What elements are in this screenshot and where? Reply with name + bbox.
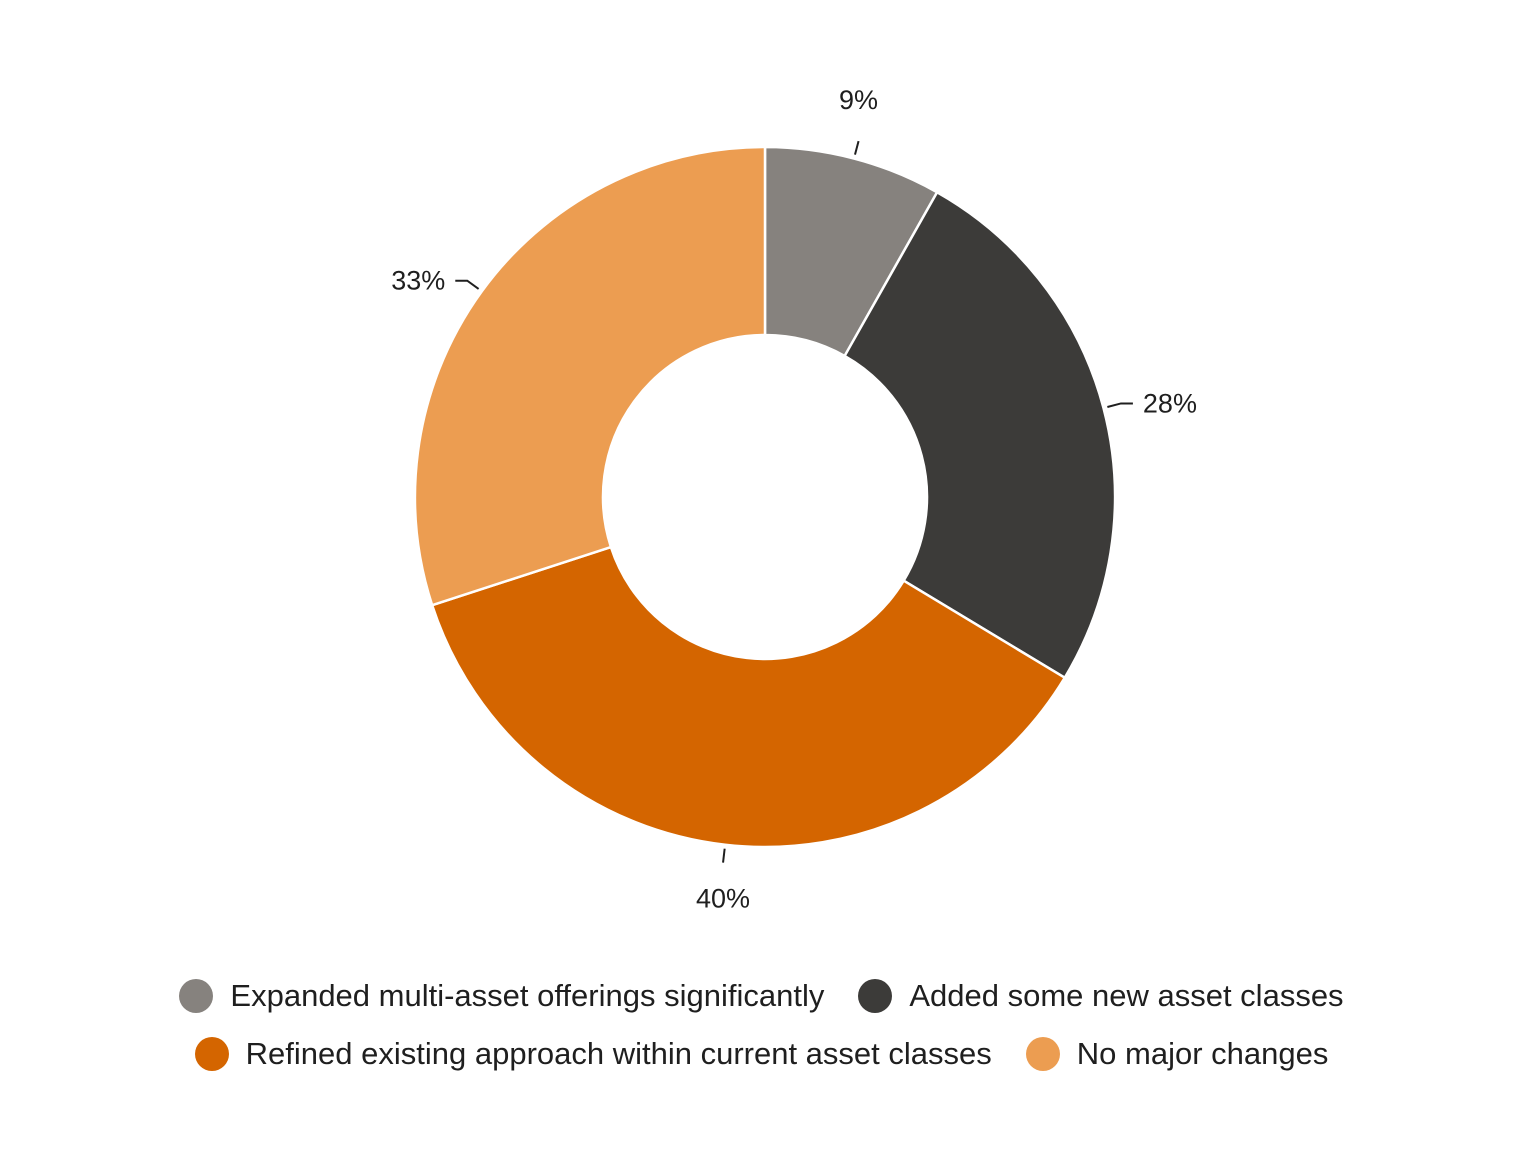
slice-refined-existing-approach-within-current-asset-classes bbox=[430, 545, 1066, 849]
legend-label-added-new-asset-classes: Added some new asset classes bbox=[909, 978, 1344, 1013]
slice-label-refined-existing-approach-within-current-asset-classes: 40% bbox=[696, 884, 750, 914]
legend-swatch-expanded-multi-asset bbox=[179, 979, 214, 1013]
legend-row-1: Expanded multi-asset offerings significa… bbox=[0, 978, 1523, 1014]
legend-item-refined-existing-approach: Refined existing approach within current… bbox=[194, 1036, 992, 1072]
slice-no-major-changes bbox=[413, 145, 767, 607]
legend-swatch-added-new-asset-classes bbox=[858, 979, 893, 1013]
legend-row-2: Refined existing approach within current… bbox=[0, 1036, 1523, 1072]
leader-line-no-major-changes bbox=[455, 279, 480, 290]
leader-line-added-some-new-asset-classes bbox=[1107, 402, 1133, 408]
legend-item-no-major-changes: No major changes bbox=[1025, 1036, 1329, 1072]
slice-added-some-new-asset-classes bbox=[843, 190, 1117, 679]
legend-label-refined-existing-approach: Refined existing approach within current… bbox=[245, 1036, 992, 1071]
legend-label-no-major-changes: No major changes bbox=[1076, 1036, 1329, 1071]
legend-label-expanded-multi-asset: Expanded multi-asset offerings significa… bbox=[230, 978, 825, 1013]
legend-swatch-no-major-changes bbox=[1025, 1037, 1060, 1071]
donut-chart: 9% 28% 40% 33% bbox=[391, 85, 1197, 914]
leader-line-refined-existing-approach-within-current-asset-classes bbox=[722, 848, 726, 863]
legend-item-expanded-multi-asset: Expanded multi-asset offerings significa… bbox=[179, 978, 824, 1014]
legend-swatch-refined-existing-approach bbox=[194, 1037, 229, 1071]
slice-label-added-some-new-asset-classes: 28% bbox=[1143, 388, 1197, 418]
slice-label-expanded-multi-asset-offerings-significantly: 9% bbox=[839, 85, 878, 115]
leader-line-expanded-multi-asset-offerings-significantly bbox=[854, 140, 860, 155]
legend-item-added-new-asset-classes: Added some new asset classes bbox=[858, 978, 1344, 1014]
slice-label-no-major-changes: 33% bbox=[391, 266, 445, 296]
